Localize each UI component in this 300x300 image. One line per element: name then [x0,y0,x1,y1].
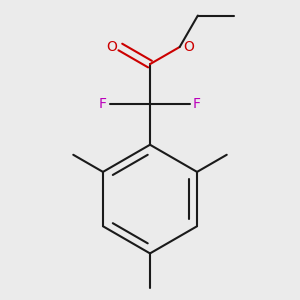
Text: F: F [193,98,201,111]
Text: O: O [183,40,194,54]
Text: O: O [106,40,117,54]
Text: F: F [99,98,107,111]
